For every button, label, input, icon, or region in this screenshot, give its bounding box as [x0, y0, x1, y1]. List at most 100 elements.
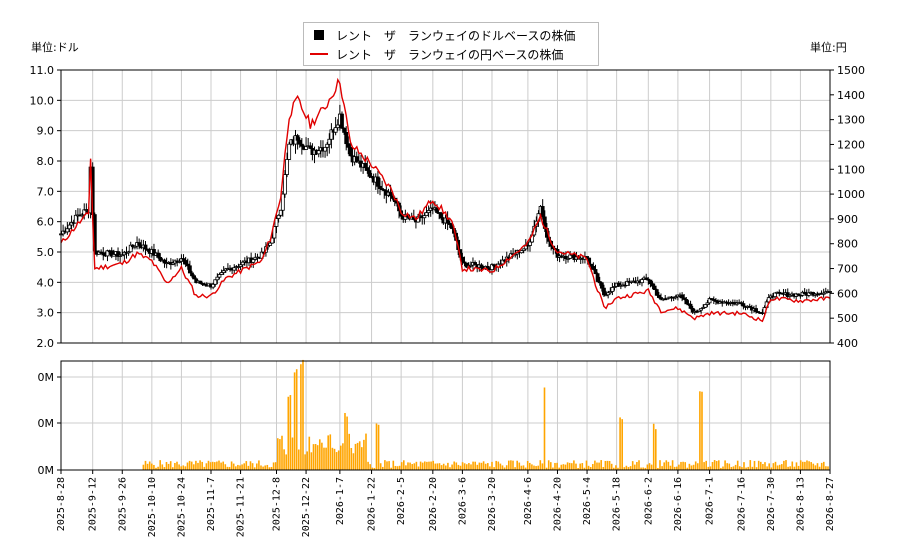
volume-bar: [291, 437, 294, 470]
volume-bar: [503, 467, 506, 470]
candle: [198, 280, 203, 284]
volume-bar: [405, 465, 407, 470]
volume-bar: [692, 464, 695, 470]
candle: [375, 176, 380, 187]
volume-bar: [579, 463, 581, 470]
volume-bar: [575, 463, 577, 470]
candle: [595, 273, 600, 282]
left-tick-label: 8.0: [37, 155, 55, 168]
volume-bar: [367, 461, 369, 470]
volume-bar: [667, 461, 670, 470]
volume-bar: [436, 463, 439, 470]
volume-bar: [801, 461, 804, 470]
x-tick-label: 2026-5-4: [582, 477, 593, 525]
volume-bar: [220, 462, 222, 470]
candle: [652, 285, 657, 290]
volume-bar: [745, 467, 747, 470]
volume-bar: [188, 460, 191, 470]
candle: [190, 272, 194, 277]
candle: [608, 291, 613, 294]
right-tick-label: 1300: [837, 114, 865, 127]
volume-bar: [262, 466, 264, 470]
legend-label-usd: レント ザ ランウェイのドルベースの株価: [336, 28, 576, 43]
left-unit-label: 単位:ドル: [31, 41, 79, 54]
volume-bar: [178, 464, 180, 470]
candle: [473, 262, 477, 265]
volume-bar: [581, 463, 584, 470]
volume-bar: [724, 460, 726, 470]
volume-bar: [354, 443, 357, 470]
candle: [564, 255, 568, 260]
right-tick-label: 600: [837, 287, 858, 300]
volume-bar: [482, 461, 485, 470]
volume-bar: [741, 467, 743, 470]
volume-bar: [577, 467, 579, 470]
volume-bar: [489, 466, 491, 470]
volume-bar: [327, 435, 329, 470]
volume-bar: [764, 462, 766, 470]
volume-bar: [195, 460, 197, 470]
volume-bar: [344, 412, 346, 470]
candle: [490, 264, 494, 271]
volume-bar: [726, 463, 728, 470]
volume-bar: [478, 462, 481, 470]
volume-bar: [753, 460, 756, 470]
volume-bar: [268, 467, 271, 470]
left-tick-label: 11.0: [30, 64, 55, 77]
volume-tick-label: 0M: [38, 417, 55, 430]
right-tick-label: 1400: [837, 89, 865, 102]
x-tick-label: 2025-10-10: [147, 477, 158, 537]
volume-bar: [329, 434, 332, 470]
volume-bar: [795, 462, 798, 470]
volume-bar: [434, 463, 437, 470]
volume-bar: [260, 465, 262, 470]
volume-bar: [358, 441, 361, 470]
volume-bar: [623, 467, 626, 470]
volume-bar: [318, 439, 321, 470]
left-tick-label: 3.0: [37, 307, 55, 320]
volume-bar: [564, 464, 567, 470]
candle: [566, 257, 570, 260]
candle: [202, 283, 207, 286]
volume-bar: [680, 461, 682, 470]
volume-bar: [774, 461, 777, 470]
volume-bar: [209, 462, 212, 470]
volume-bar: [510, 460, 512, 470]
candle: [145, 248, 150, 251]
volume-bar: [255, 463, 258, 470]
volume-bar: [759, 461, 762, 470]
candle: [80, 214, 85, 217]
candle: [308, 145, 313, 149]
volume-bar: [703, 462, 705, 470]
candle: [688, 303, 693, 309]
candle: [656, 294, 661, 298]
volume-bar: [783, 460, 785, 470]
volume-bar: [648, 463, 651, 470]
candle: [276, 214, 281, 219]
candle: [354, 156, 359, 163]
volume-bar: [820, 462, 823, 470]
left-tick-label: 6.0: [37, 216, 55, 229]
volume-bar: [825, 466, 827, 470]
volume-bar: [232, 463, 235, 470]
candle: [363, 162, 368, 169]
candle: [606, 292, 611, 296]
volume-bar: [715, 461, 718, 470]
candle: [211, 283, 216, 288]
volume-bar: [474, 461, 476, 470]
candle: [673, 296, 678, 299]
volume-bar: [398, 465, 401, 470]
volume-bar: [451, 464, 453, 470]
candle: [109, 250, 114, 257]
volume-bar: [804, 461, 806, 470]
volume-bar: [316, 445, 319, 470]
x-tick-label: 2026-4-6: [523, 477, 534, 525]
volume-bar: [537, 465, 539, 470]
x-tick-label: 2025-10-24: [176, 477, 187, 537]
volume-bar: [243, 463, 245, 470]
candle: [593, 269, 598, 275]
volume-bar: [717, 460, 720, 470]
candle: [335, 124, 340, 129]
candle: [278, 209, 283, 216]
volume-bar: [384, 460, 386, 470]
